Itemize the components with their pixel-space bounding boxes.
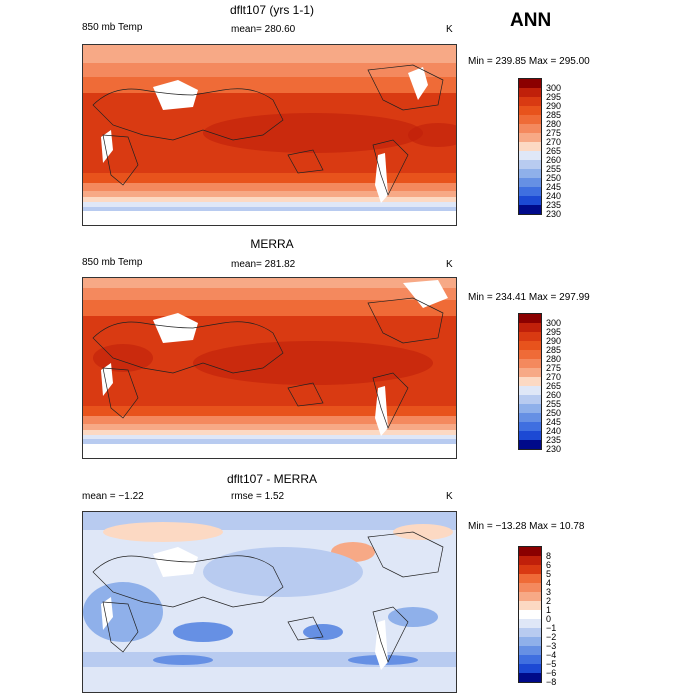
panel3-rmse: rmse = 1.52 bbox=[231, 491, 285, 502]
panel3-unit: K bbox=[446, 491, 453, 502]
panel2-unit: K bbox=[446, 259, 453, 270]
panel2-map bbox=[82, 277, 457, 459]
panel1-minmax: Min = 239.85 Max = 295.00 bbox=[468, 56, 590, 67]
panel3-mean: mean = −1.22 bbox=[82, 491, 144, 502]
panel1-field-label: 850 mb Temp bbox=[82, 22, 143, 33]
panel1-colorbar bbox=[518, 78, 542, 215]
season-label: ANN bbox=[510, 10, 552, 31]
panel2-mean: mean= 281.82 bbox=[231, 259, 296, 270]
panel2-colorbar-labels: 300 295 290 285 280 275 270 265 260 255 250 245 240 2… bbox=[546, 318, 562, 454]
panel2-colorbar bbox=[518, 313, 542, 450]
panel1-mean: mean= 280.60 bbox=[231, 24, 296, 35]
panel3-colorbar bbox=[518, 546, 542, 683]
panel1-colorbar-labels: 300 295 290 285 280 275 270 265 260 255 250 245 240 2… bbox=[546, 83, 562, 219]
panel1-unit: K bbox=[446, 24, 453, 35]
panel1-map bbox=[82, 44, 457, 226]
panel3-minmax: Min = −13.28 Max = 10.78 bbox=[468, 521, 585, 532]
panel2-field-label: 850 mb Temp bbox=[82, 257, 143, 268]
panel2-title: MERRA bbox=[250, 237, 294, 251]
panel1-title: dflt107 (yrs 1-1) bbox=[229, 3, 315, 17]
panel3-colorbar-labels: 8 6 5 4 3 2 1 0 −1 −2 −3 −4 −5 −6 −8 bbox=[546, 551, 557, 687]
panel2-minmax: Min = 234.41 Max = 297.99 bbox=[468, 292, 590, 303]
panel3-title: dflt107 - MERRA bbox=[226, 472, 318, 486]
panel3-map bbox=[82, 511, 457, 693]
